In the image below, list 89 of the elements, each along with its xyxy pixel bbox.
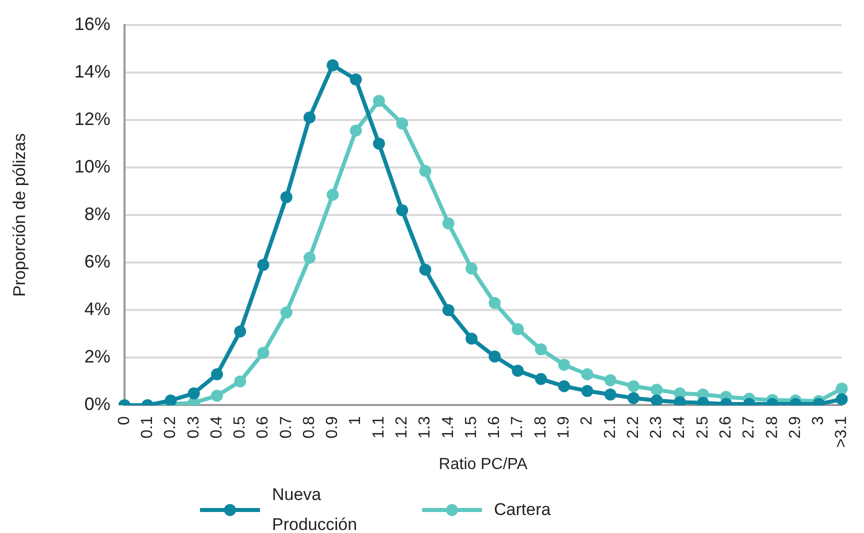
y-tick-label: 2%: [84, 346, 110, 367]
x-tick-label: 0.9: [324, 416, 342, 438]
point: [350, 124, 362, 137]
x-tick-label: 2.7: [740, 416, 758, 438]
x-tick-label: 0.4: [208, 416, 226, 438]
point: [350, 73, 362, 86]
point: [210, 368, 223, 380]
x-tick-label: 2.6: [718, 416, 734, 438]
x-tick-label: 1.1: [370, 416, 388, 438]
point: [650, 384, 663, 396]
point: [234, 326, 246, 338]
point: [210, 390, 223, 402]
y-tick-label: 10%: [74, 156, 110, 176]
x-tick-label: 1.7: [509, 416, 526, 438]
point: [558, 380, 570, 392]
point: [836, 382, 848, 395]
point: [581, 368, 594, 380]
point: [372, 94, 385, 107]
y-tick-label: 0%: [84, 394, 110, 414]
x-tick-label: 0.5: [232, 416, 249, 438]
point: [534, 343, 547, 356]
point: [836, 393, 848, 406]
point: [280, 191, 292, 204]
x-tick-label: 1.2: [394, 416, 411, 438]
point: [419, 165, 432, 178]
point: [466, 262, 478, 275]
x-axis-title: Ratio PC/PA: [438, 456, 528, 473]
y-tick-label: 8%: [84, 204, 110, 224]
point: [188, 387, 200, 400]
point: [628, 392, 640, 404]
x-tick-label: 2.5: [694, 416, 712, 438]
y-tick-label: 4%: [84, 299, 110, 320]
x-tick-label: 0.8: [300, 416, 318, 438]
point: [512, 323, 524, 336]
point: [304, 252, 316, 264]
point: [257, 258, 270, 271]
x-tick-label: 0.1: [138, 416, 156, 438]
point: [558, 358, 570, 371]
x-tick-label: 2.4: [671, 416, 688, 438]
point: [512, 364, 524, 377]
point: [488, 350, 501, 362]
x-tick-label: 0: [116, 416, 133, 426]
x-tick-label: 2.9: [786, 416, 804, 438]
x-tick-label: 2: [578, 416, 596, 426]
legend-label: Nueva Producción: [272, 484, 358, 533]
point: [466, 332, 478, 345]
point: [372, 138, 385, 150]
point: [396, 117, 408, 130]
x-tick-label: 0.6: [254, 416, 272, 438]
point: [650, 394, 663, 406]
y-tick-label: 16%: [74, 14, 110, 34]
point: [257, 346, 270, 359]
x-tick-label: 0.3: [185, 416, 202, 438]
point: [442, 217, 454, 230]
y-tick-label: 6%: [84, 252, 110, 272]
point: [581, 384, 594, 397]
point: [234, 375, 246, 388]
point: [280, 306, 292, 318]
point: [604, 374, 616, 386]
x-tick-label: 1.5: [462, 416, 480, 438]
x-tick-label: 0.7: [278, 416, 295, 438]
x-tick-label: 1.6: [486, 416, 504, 438]
point: [164, 394, 177, 406]
y-tick-label: 14%: [74, 61, 110, 82]
point: [604, 388, 616, 401]
y-axis-title: Proporción de pólizas: [10, 133, 29, 297]
x-tick-label: 3: [810, 416, 828, 426]
point: [304, 112, 316, 124]
x-tick-label: 1.8: [532, 416, 550, 438]
point: [326, 188, 339, 201]
point: [396, 204, 408, 216]
x-tick-label: 2.2: [624, 416, 642, 438]
legend-label: Cartera: [494, 499, 551, 521]
point: [628, 380, 640, 392]
point: [326, 59, 339, 72]
x-tick-label: 1.4: [440, 416, 457, 438]
point: [488, 296, 501, 309]
x-tick-label: 2.1: [602, 416, 619, 438]
y-tick-label: 12%: [74, 108, 110, 129]
point: [419, 264, 432, 276]
x-tick-label: >3.1: [833, 416, 850, 448]
x-tick-label: 0.2: [162, 416, 180, 438]
x-tick-label: 2.3: [648, 416, 666, 438]
x-tick-label: 1.9: [556, 416, 573, 438]
point: [442, 304, 454, 316]
x-tick-label: 1: [347, 416, 364, 426]
x-tick-label: 1.3: [416, 416, 434, 438]
x-tick-label: 2.8: [764, 416, 781, 438]
point: [534, 373, 547, 386]
